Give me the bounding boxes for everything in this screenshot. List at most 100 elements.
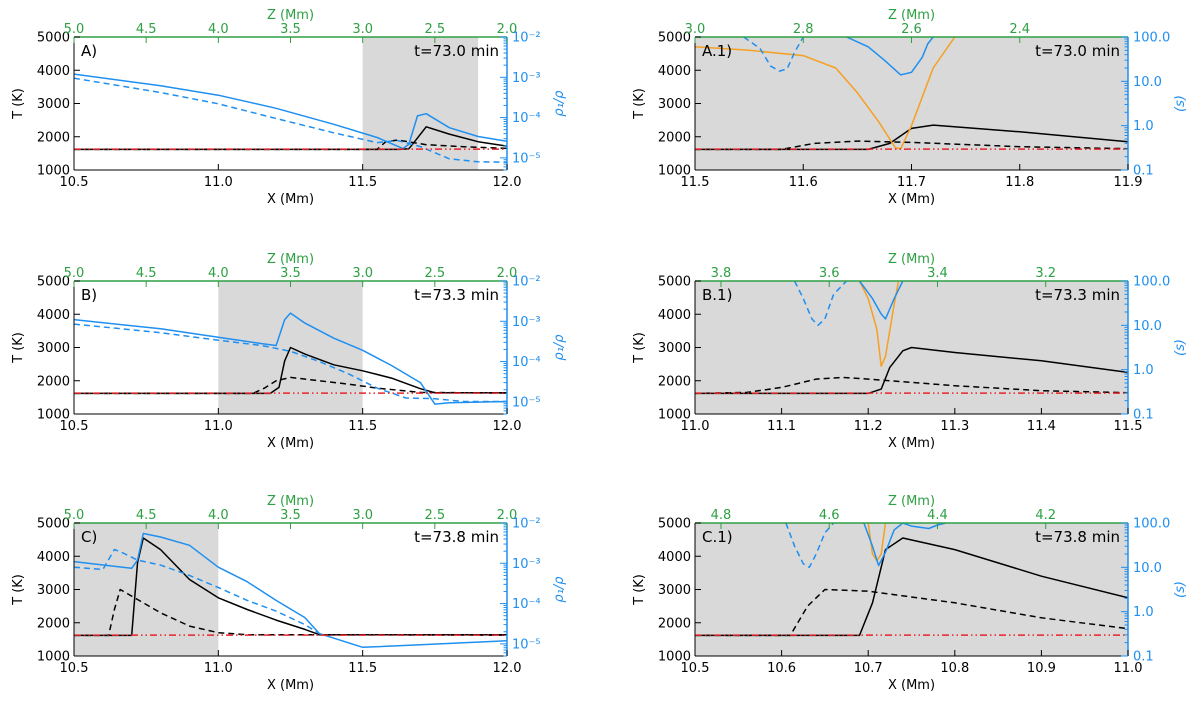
right-axis-label: (s) [1173, 339, 1188, 356]
x-tick-label: 11.2 [854, 419, 883, 434]
right-tick-label: 10⁻³ [512, 315, 541, 330]
series-black-dash-line [74, 139, 507, 151]
y-tick-label: 1000 [37, 650, 70, 665]
top-tick-label: 3.5 [280, 266, 301, 281]
top-tick-label: 3.8 [711, 266, 732, 281]
x-tick-label: 11.5 [348, 419, 377, 434]
x-tick-label: 11.7 [897, 175, 926, 190]
series-black-solid-line [695, 346, 1128, 395]
x-tick-label: 11.5 [681, 175, 710, 190]
panel-label: B.1) [702, 286, 732, 304]
right-tick-label: 10⁻⁴ [512, 111, 541, 126]
top-tick-label: 5.0 [64, 508, 85, 523]
x-tick-label: 11.5 [348, 175, 377, 190]
series-black-solid-line [74, 346, 507, 395]
right-tick-label: 10.0 [1133, 561, 1162, 576]
top-tick-label: 4.4 [927, 508, 948, 523]
time-label: t=73.0 min [414, 42, 499, 60]
x-tick-label: 10.6 [767, 661, 796, 676]
y-tick-label: 1000 [658, 650, 691, 665]
series-black-dash-line [695, 376, 1128, 395]
top-tick-label: 2.6 [901, 22, 922, 37]
top-axis-label: Z (Mm) [267, 8, 314, 23]
time-label: t=73.8 min [1035, 528, 1120, 546]
top-tick-label: 3.0 [685, 22, 706, 37]
series-blue-solid-line [858, 281, 904, 320]
right-tick-label: 10⁻⁵ [512, 151, 541, 166]
top-tick-label: 4.6 [819, 508, 840, 523]
y-tick-label: 4000 [37, 550, 70, 565]
right-tick-label: 1.0 [1133, 363, 1154, 378]
y-tick-label: 5000 [658, 517, 691, 532]
top-tick-label: 3.5 [280, 508, 301, 523]
series-blue-dash-line [74, 548, 320, 635]
top-tick-label: 2.5 [424, 22, 445, 37]
x-tick-label: 11.0 [681, 419, 710, 434]
right-axis-label: ρ₁/ρ [552, 576, 567, 603]
panel-b1: 11.0 11.1 11.2 11.3 11.4 11.5 X (Mm) 1000 2000 30… [632, 252, 1188, 451]
time-label: t=73.0 min [1035, 42, 1120, 60]
x-tick-label: 11.1 [767, 419, 796, 434]
right-axis-label: (s) [1173, 95, 1188, 112]
shaded-region [362, 37, 479, 170]
y-tick-label: 5000 [37, 31, 70, 46]
x-tick-label: 11.5 [1114, 419, 1143, 434]
x-tick-label: 10.5 [681, 661, 710, 676]
x-axis-label: X (Mm) [888, 436, 935, 451]
top-tick-label: 4.5 [136, 508, 157, 523]
right-tick-label: 10⁻⁵ [512, 637, 541, 652]
series-blue-solid-line [74, 312, 507, 405]
top-axis-label: Z (Mm) [267, 252, 314, 267]
y-tick-label: 2000 [658, 130, 691, 145]
series-black-solid-line [695, 537, 1128, 637]
y-tick-label: 4000 [658, 308, 691, 323]
top-tick-label: 4.5 [136, 266, 157, 281]
top-tick-label: 3.6 [819, 266, 840, 281]
top-tick-label: 2.5 [424, 508, 445, 523]
right-tick-label: 0.1 [1133, 408, 1154, 423]
x-tick-label: 10.5 [60, 175, 89, 190]
right-tick-label: 0.1 [1133, 650, 1154, 665]
top-axis-label: Z (Mm) [888, 252, 935, 267]
y-tick-label: 2000 [37, 130, 70, 145]
x-axis-label: X (Mm) [267, 192, 314, 207]
time-label: t=73.3 min [414, 286, 499, 304]
right-axis-label: ρ₁/ρ [552, 90, 567, 117]
top-tick-label: 3.2 [1035, 266, 1056, 281]
shaded-region [695, 523, 1128, 656]
series-blue-dash-line [74, 77, 507, 163]
y-tick-label: 3000 [658, 97, 691, 112]
right-tick-label: 10.0 [1133, 319, 1162, 334]
y-tick-label: 5000 [658, 31, 691, 46]
y-tick-label: 4000 [658, 64, 691, 79]
y-tick-label: 1000 [658, 164, 691, 179]
panel-label: C.1) [702, 528, 733, 546]
y-axis-label: T (K) [11, 332, 26, 364]
top-tick-label: 2.5 [424, 266, 445, 281]
series-black-dash-line [74, 376, 507, 395]
x-tick-label: 10.5 [60, 419, 89, 434]
series-blue-solid-line [74, 532, 507, 649]
x-axis-label: X (Mm) [267, 436, 314, 451]
series-blue-dash-line [74, 323, 507, 403]
top-tick-label: 2.0 [497, 22, 518, 37]
top-tick-label: 5.0 [64, 22, 85, 37]
top-tick-label: 2.4 [1009, 22, 1030, 37]
x-tick-label: 10.5 [60, 661, 89, 676]
panel-label: A.1) [702, 42, 732, 60]
right-tick-label: 10⁻² [512, 31, 541, 46]
x-tick-label: 10.9 [1027, 661, 1056, 676]
time-label: t=73.3 min [1035, 286, 1120, 304]
y-axis-label: T (K) [11, 574, 26, 606]
top-tick-label: 2.0 [497, 508, 518, 523]
x-tick-label: 11.9 [1114, 175, 1143, 190]
y-tick-label: 3000 [37, 97, 70, 112]
y-tick-label: 2000 [37, 616, 70, 631]
x-tick-label: 10.7 [854, 661, 883, 676]
series-black-dash-line [695, 588, 1128, 637]
x-tick-label: 12.0 [493, 419, 522, 434]
y-tick-label: 1000 [658, 408, 691, 423]
top-tick-label: 4.2 [1035, 508, 1056, 523]
x-axis-label: X (Mm) [888, 678, 935, 693]
